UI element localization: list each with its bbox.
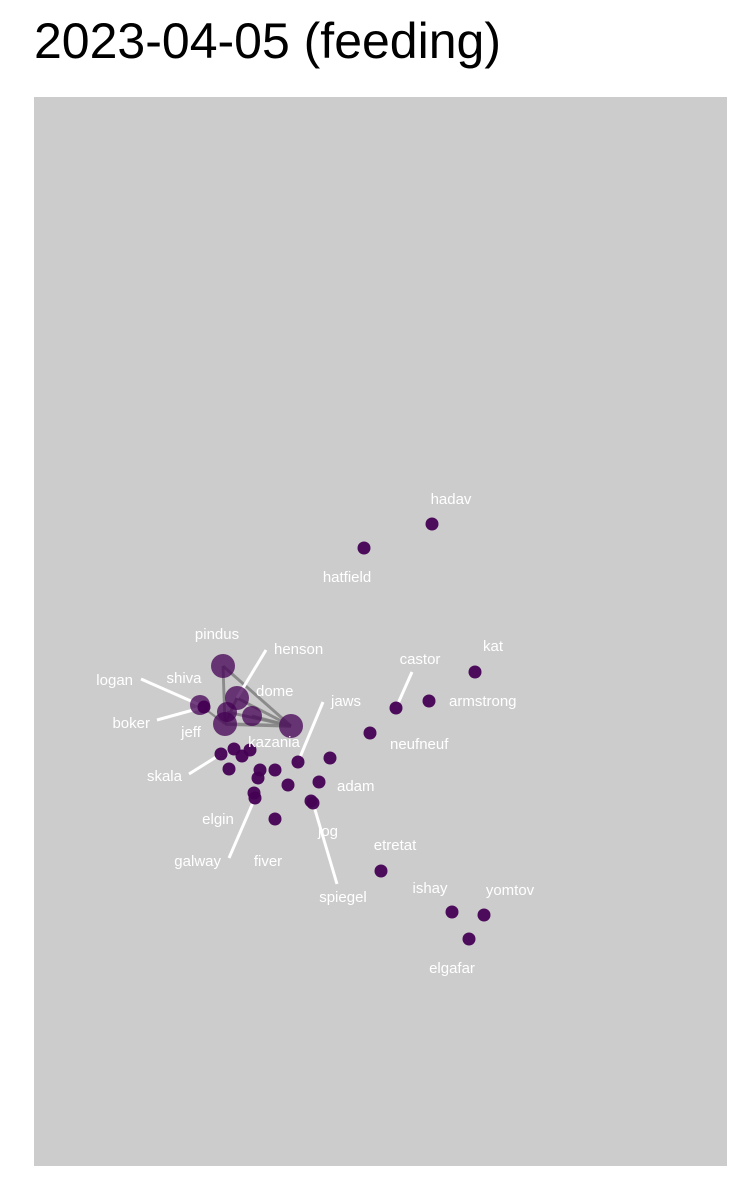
node-x4	[243, 743, 257, 757]
edge-pindus-kazania	[222, 664, 292, 728]
node-label-armstrong: armstrong	[449, 693, 517, 710]
node-label-yomtov: yomtov	[486, 882, 535, 899]
node-x8	[268, 763, 282, 777]
node-label-pindus: pindus	[195, 626, 239, 643]
node-kazania	[279, 714, 303, 738]
node-boker	[197, 700, 211, 714]
leader-line-galway	[227, 797, 257, 859]
chart-title: 2023-04-05 (feeding)	[34, 13, 501, 69]
node-label-spiegel: spiegel	[319, 889, 367, 906]
node-label-kat: kat	[483, 638, 504, 655]
node-label-jeff: jeff	[180, 724, 202, 741]
node-kat	[468, 665, 482, 679]
node-label-galway: galway	[174, 853, 221, 870]
leader-line-jaws	[296, 701, 325, 763]
node-neufneuf	[363, 726, 377, 740]
node-x5	[222, 762, 236, 776]
node-castor	[389, 701, 403, 715]
node-label-fiver: fiver	[254, 853, 282, 870]
labels-layer: hadav hatfield kat castor armstrong neufneuf p…	[96, 491, 534, 977]
leader-line-spiegel	[311, 802, 339, 885]
node-label-logan: logan	[96, 672, 133, 689]
leader-line-castor	[394, 671, 414, 709]
node-jeff	[213, 712, 237, 736]
node-label-hadav: hadav	[431, 491, 472, 508]
node-label-etretat: etretat	[374, 837, 417, 854]
node-galway	[248, 791, 262, 805]
node-label-hatfield: hatfield	[323, 569, 371, 586]
node-ishay	[445, 905, 459, 919]
node-label-neufneuf: neufneuf	[390, 736, 449, 753]
node-label-boker: boker	[112, 715, 150, 732]
plot-panel	[34, 97, 727, 1166]
node-x9	[281, 778, 295, 792]
node-label-elgafar: elgafar	[429, 960, 475, 977]
node-dome	[242, 706, 262, 726]
node-label-elgin: elgin	[202, 811, 234, 828]
node-hatfield	[357, 541, 371, 555]
node-label-castor: castor	[400, 651, 441, 668]
node-label-adam: adam	[337, 778, 375, 795]
node-fiver	[268, 812, 282, 826]
node-label-kazania: kazania	[248, 734, 300, 751]
node-elgafar	[462, 932, 476, 946]
leader-line-logan	[140, 677, 201, 707]
node-jaws	[291, 755, 305, 769]
node-spiegel	[306, 796, 320, 810]
node-label-jog: jog	[317, 823, 338, 840]
node-label-jaws: jaws	[330, 693, 361, 710]
node-adam	[312, 775, 326, 789]
node-label-dome: dome	[256, 683, 294, 700]
node-hadav	[425, 517, 439, 531]
node-armstrong	[422, 694, 436, 708]
node-x1	[323, 751, 337, 765]
node-etretat	[374, 864, 388, 878]
node-label-shiva: shiva	[166, 670, 202, 687]
nodes-layer	[190, 517, 491, 946]
node-pindus	[211, 654, 235, 678]
node-skala	[214, 747, 228, 761]
node-x7	[251, 771, 265, 785]
node-label-henson: henson	[274, 641, 323, 658]
node-label-ishay: ishay	[412, 880, 448, 897]
node-yomtov	[477, 908, 491, 922]
node-label-skala: skala	[147, 768, 183, 785]
